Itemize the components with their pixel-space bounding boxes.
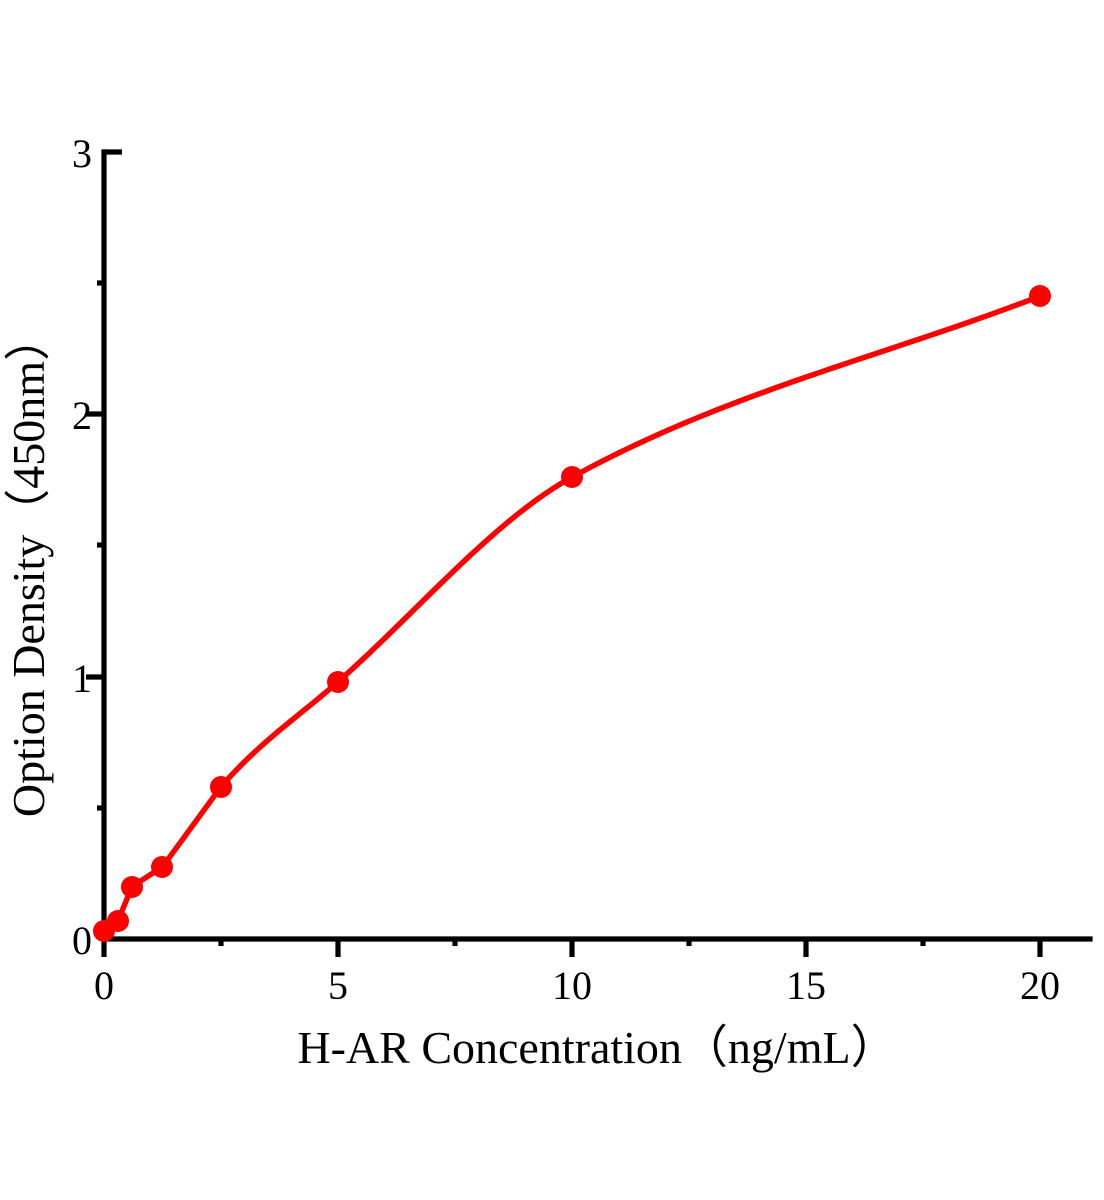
svg-text:15: 15 [786, 963, 826, 1008]
svg-text:Option Density（450nm）: Option Density（450nm） [3, 315, 54, 817]
svg-text:5: 5 [328, 963, 348, 1008]
svg-text:H-AR Concentration（ng/mL）: H-AR Concentration（ng/mL） [297, 1022, 896, 1073]
svg-text:1: 1 [72, 656, 92, 701]
svg-text:0: 0 [94, 963, 114, 1008]
svg-text:0: 0 [72, 918, 92, 963]
svg-text:10: 10 [552, 963, 592, 1008]
svg-text:3: 3 [72, 131, 92, 176]
svg-text:2: 2 [72, 393, 92, 438]
svg-text:20: 20 [1020, 963, 1060, 1008]
